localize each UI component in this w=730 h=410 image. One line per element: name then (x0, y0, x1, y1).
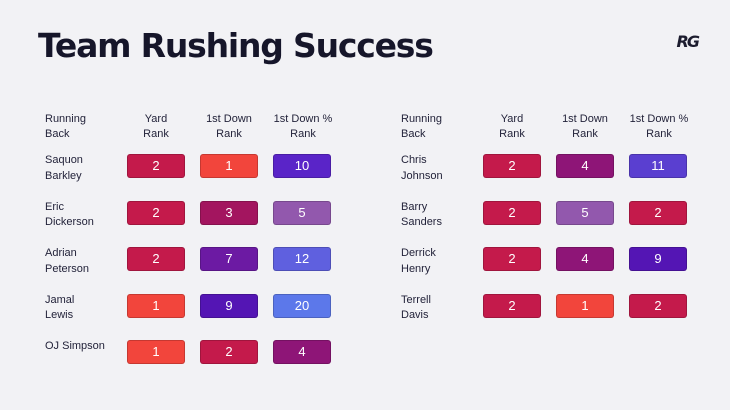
header-first-down-rank: 1st Down Rank (206, 113, 252, 140)
yard-rank-cell: 2 (483, 247, 541, 271)
running-back-name: Derrick Henry (401, 247, 436, 275)
table-row: Adrian Peterson 2 7 12 (45, 241, 345, 288)
table-row: Derrick Henry 2 4 9 (401, 241, 701, 288)
yard-rank-cell: 2 (483, 200, 541, 225)
running-back-name: Jamal Lewis (45, 293, 75, 322)
yard-rank-cell: 1 (127, 293, 185, 318)
running-back-name: Saquon Barkley (45, 154, 83, 182)
first-down-pct-rank-cell: 10 (273, 154, 331, 178)
yard-rank-cell: 1 (127, 340, 185, 364)
first-down-rank-cell: 3 (200, 200, 258, 225)
running-back-name: Adrian Peterson (45, 247, 90, 275)
header-running-back: Running Back (401, 113, 442, 140)
header-running-back: Running Back (45, 113, 86, 140)
first-down-rank-cell: 1 (200, 154, 258, 178)
first-down-rank-cell: 7 (200, 247, 258, 271)
table-row: OJ Simpson 1 2 4 (45, 334, 345, 381)
running-back-name: OJ Simpson (45, 340, 105, 352)
table-row: Saquon Barkley 2 1 10 (45, 148, 345, 195)
first-down-pct-rank-cell: 4 (273, 340, 331, 364)
yard-rank-cell: 2 (127, 154, 185, 178)
header-first-down-pct-rank: 1st Down % Rank (273, 113, 333, 140)
first-down-rank-cell: 4 (556, 154, 614, 178)
running-back-name: Barry Sanders (401, 200, 442, 229)
yard-rank-cell: 2 (127, 200, 185, 225)
table-row: Barry Sanders 2 5 2 (401, 195, 701, 242)
first-down-pct-rank-cell: 2 (629, 293, 687, 318)
first-down-pct-rank-cell: 9 (629, 247, 687, 271)
first-down-rank-cell: 4 (556, 247, 614, 271)
running-back-name: Terrell Davis (401, 293, 431, 322)
table-row: Chris Johnson 2 4 11 (401, 148, 701, 195)
first-down-rank-cell: 2 (200, 340, 258, 364)
rg-logo: RG (676, 32, 700, 51)
first-down-rank-cell: 5 (556, 200, 614, 225)
first-down-rank-cell: 1 (556, 293, 614, 318)
first-down-pct-rank-cell: 12 (273, 247, 331, 271)
table-row: Eric Dickerson 2 3 5 (45, 195, 345, 242)
first-down-pct-rank-cell: 5 (273, 200, 331, 225)
header-yard-rank: Yard Rank (499, 113, 525, 140)
table-header: Running Back Yard Rank 1st Down Rank 1st Down … (401, 112, 701, 148)
table-header: Running Back Yard Rank 1st Down Rank 1st Down … (45, 112, 345, 148)
table-left: Running Back Yard Rank 1st Down Rank 1st Down … (45, 112, 345, 381)
running-back-name: Eric Dickerson (45, 200, 94, 229)
first-down-pct-rank-cell: 2 (629, 200, 687, 225)
table-row: Terrell Davis 2 1 2 (401, 288, 701, 335)
table-row: Jamal Lewis 1 9 20 (45, 288, 345, 335)
header-yard-rank: Yard Rank (143, 113, 169, 140)
first-down-rank-cell: 9 (200, 293, 258, 318)
running-back-name: Chris Johnson (401, 154, 443, 182)
header-first-down-pct-rank: 1st Down % Rank (629, 113, 689, 140)
table-right: Running Back Yard Rank 1st Down Rank 1st Down … (401, 112, 701, 334)
yard-rank-cell: 2 (127, 247, 185, 271)
first-down-pct-rank-cell: 20 (273, 293, 331, 318)
yard-rank-cell: 2 (483, 293, 541, 318)
yard-rank-cell: 2 (483, 154, 541, 178)
page-title: Team Rushing Success (38, 26, 434, 65)
first-down-pct-rank-cell: 11 (629, 154, 687, 178)
header-first-down-rank: 1st Down Rank (562, 113, 608, 140)
